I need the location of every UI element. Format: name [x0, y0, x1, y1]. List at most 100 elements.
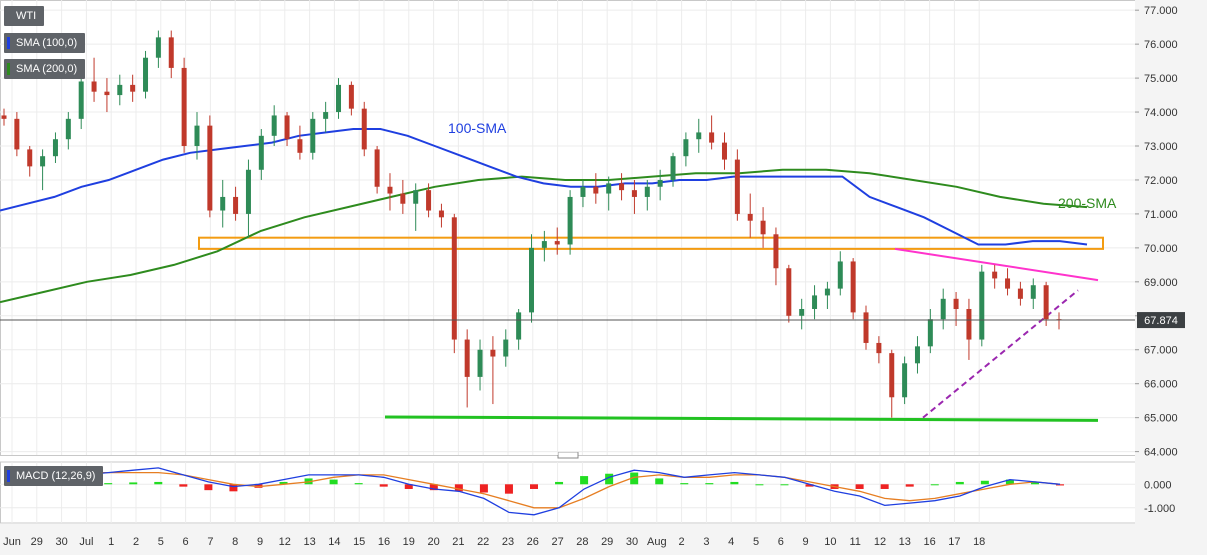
candle-body — [426, 190, 432, 211]
last-price-tag — [1137, 312, 1185, 329]
x-tick-label: 10 — [824, 536, 836, 548]
candle-body — [451, 217, 457, 340]
candle-body — [40, 156, 46, 167]
candle-body — [168, 37, 174, 68]
x-tick-label: 14 — [328, 536, 340, 548]
x-tick-label: 2 — [679, 536, 685, 548]
candle-body — [233, 196, 239, 214]
macd-histogram-bar — [154, 481, 163, 485]
candle-body — [91, 81, 97, 92]
macd-histogram-bar — [705, 483, 714, 485]
macd-histogram-bar — [755, 484, 764, 486]
legend-symbol[interactable]: WTI — [4, 6, 45, 26]
macd-histogram-bar — [680, 483, 689, 485]
candle-body — [464, 339, 470, 377]
x-tick-label: 13 — [303, 536, 315, 548]
candle-body — [812, 295, 818, 309]
candle-body — [799, 308, 805, 316]
last-price-value: 67.874 — [1144, 315, 1178, 327]
candle-body — [438, 210, 444, 218]
macd-histogram-bar — [905, 484, 914, 487]
candle-body — [670, 156, 676, 180]
x-tick-label: 28 — [576, 536, 588, 548]
candle-body — [657, 179, 663, 187]
x-tick-label: 19 — [403, 536, 415, 548]
macd-histogram-bar — [179, 484, 188, 487]
x-tick-label: 17 — [948, 536, 960, 548]
legend-sma100[interactable]: SMA (100,0) — [4, 33, 86, 53]
candle-body — [374, 149, 380, 187]
candle-body — [631, 190, 637, 197]
x-tick-label: 30 — [55, 536, 67, 548]
macd-histogram-bar — [204, 484, 213, 491]
panel-resize-handle — [557, 451, 579, 459]
candle-body — [876, 342, 882, 354]
candle-body — [503, 339, 509, 357]
x-tick-label: 5 — [753, 536, 759, 548]
candle-body — [721, 142, 727, 160]
x-tick-label: 18 — [973, 536, 985, 548]
x-tick-label: 8 — [232, 536, 238, 548]
candle-body — [143, 57, 149, 92]
y-tick-label: 69.000 — [1144, 277, 1178, 289]
sma200-swatch — [7, 63, 10, 75]
legend-macd[interactable]: MACD (12,26,9) — [4, 466, 104, 486]
x-tick-label: 30 — [626, 536, 638, 548]
candle-body — [516, 312, 522, 340]
legend-sma200[interactable]: SMA (200,0) — [4, 59, 86, 79]
candle-body — [567, 196, 573, 245]
candle-body — [1030, 285, 1036, 299]
x-axis-background — [0, 524, 1135, 555]
candle-body — [966, 308, 972, 340]
candle-body — [52, 139, 58, 157]
x-tick-label: 7 — [207, 536, 213, 548]
macd-histogram-bar — [880, 484, 889, 489]
macd-tick-label: 0.000 — [1144, 479, 1172, 491]
candle-body — [271, 115, 277, 136]
support-trendline — [922, 289, 1079, 419]
x-tick-label: 6 — [778, 536, 784, 548]
candle-body — [619, 183, 625, 191]
sma100-line — [0, 128, 1088, 246]
macd-swatch — [7, 470, 10, 482]
x-tick-label: 29 — [31, 536, 43, 548]
candle-body — [400, 193, 406, 204]
macd-histogram-bar — [1056, 484, 1064, 486]
candle-body — [889, 353, 895, 398]
sma200-line — [0, 168, 1088, 304]
y-tick-label: 74.000 — [1144, 107, 1178, 119]
y-tick-label: 65.000 — [1144, 413, 1178, 425]
x-tick-label: 9 — [257, 536, 263, 548]
macd-tick-label: -1.000 — [1144, 503, 1175, 515]
x-tick-label: 16 — [378, 536, 390, 548]
candle-body — [644, 186, 650, 197]
candle-body — [284, 115, 290, 140]
legend-symbol-label: WTI — [16, 10, 37, 22]
candle-body — [902, 363, 908, 398]
macd-histogram-bar — [104, 483, 113, 485]
x-tick-label: 13 — [899, 536, 911, 548]
x-tick-label: 4 — [728, 536, 734, 548]
candle-body — [310, 118, 316, 153]
candle-body — [837, 261, 843, 289]
candle-body — [155, 37, 161, 58]
x-tick-label: 11 — [849, 536, 860, 548]
x-tick-label: 12 — [874, 536, 886, 548]
candle-body — [554, 241, 560, 245]
resistance-zone — [198, 236, 1104, 250]
candle-body — [117, 84, 123, 96]
candle-body — [78, 81, 84, 119]
candle-body — [760, 220, 766, 235]
candle-body — [194, 125, 200, 147]
macd-histogram-bar — [479, 484, 488, 493]
x-tick-label: 5 — [158, 536, 164, 548]
candle-body — [323, 112, 329, 119]
x-tick-label: 21 — [452, 536, 464, 548]
candle-body — [824, 288, 830, 296]
candle-body — [927, 319, 933, 347]
candle-body — [220, 196, 226, 211]
candle-body — [413, 190, 419, 204]
legend-macd-label: MACD (12,26,9) — [16, 470, 96, 482]
x-tick-label: 27 — [551, 536, 563, 548]
